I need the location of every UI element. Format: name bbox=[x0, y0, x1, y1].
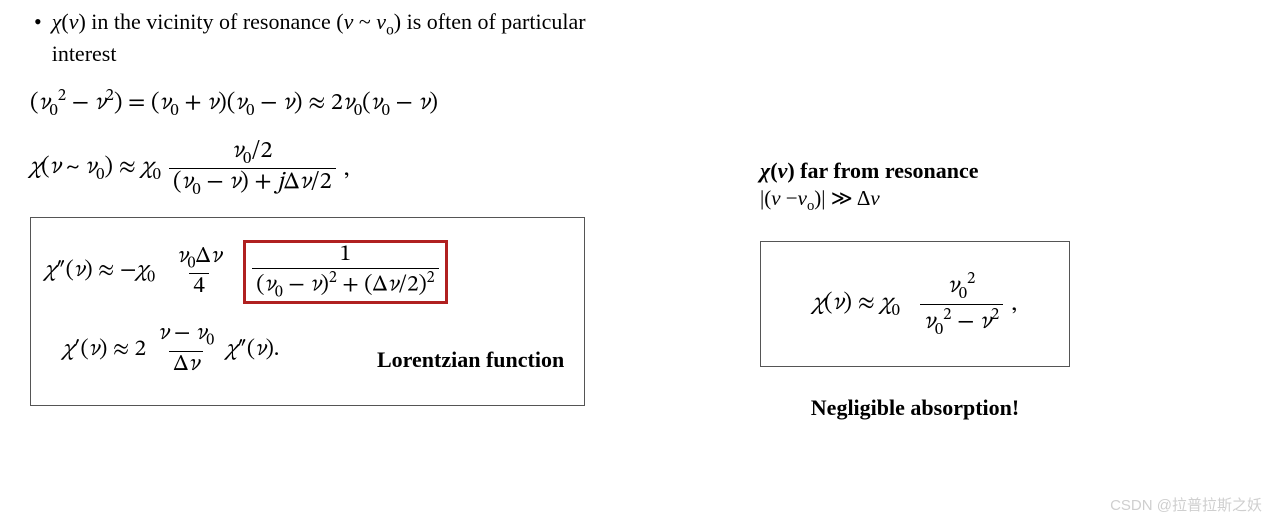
equation-chi-near-resonance: χ(ν ~ ν0) ≈ χ0 ν0/2 (ν0 − ν) + jΔν/2 , bbox=[30, 139, 630, 199]
boxed-equations-left: χ″(ν) ≈ −χ0 ν0Δν 4 1 (ν0 − ν)2 + (Δν/2)2… bbox=[30, 217, 585, 406]
equation-difference-of-squares: (ν02 − ν2) = (ν0 + ν)(ν0 − ν) ≈ 2ν0(ν0 −… bbox=[30, 85, 630, 121]
fraction: 1 (ν0 − ν)2 + (Δν/2)2 bbox=[252, 243, 438, 301]
fraction: ν02 ν02 − ν2 bbox=[920, 270, 1003, 338]
fraction: ν0/2 (ν0 − ν) + jΔν/2 bbox=[169, 139, 336, 199]
far-resonance-title: χ(ν) far from resonance bbox=[760, 158, 1160, 184]
far-resonance-condition: |(ν −νo)| ≫ Δν bbox=[760, 186, 1160, 215]
bullet-text: χ(ν) in the vicinity of resonance (ν ~ ν… bbox=[52, 8, 630, 67]
lorentzian-highlight: 1 (ν0 − ν)2 + (Δν/2)2 bbox=[243, 240, 447, 304]
negligible-absorption-label: Negligible absorption! bbox=[760, 395, 1070, 421]
equation-chi-far: χ(ν) ≈ χ0 ν02 ν02 − ν2 , bbox=[813, 270, 1017, 338]
watermark: CSDN @拉普拉斯之妖 bbox=[1110, 494, 1262, 515]
equation-chi-imag: χ″(ν) ≈ −χ0 ν0Δν 4 1 (ν0 − ν)2 + (Δν/2)2 bbox=[45, 240, 570, 304]
fraction: ν − ν0 Δν bbox=[154, 322, 218, 377]
fraction: ν0Δν 4 bbox=[173, 245, 225, 300]
lorentzian-label: Lorentzian function bbox=[377, 347, 564, 373]
bullet-dot: • bbox=[34, 8, 42, 36]
bullet-item: • χ(ν) in the vicinity of resonance (ν ~… bbox=[30, 8, 630, 67]
boxed-equation-right: χ(ν) ≈ χ0 ν02 ν02 − ν2 , bbox=[760, 241, 1070, 367]
